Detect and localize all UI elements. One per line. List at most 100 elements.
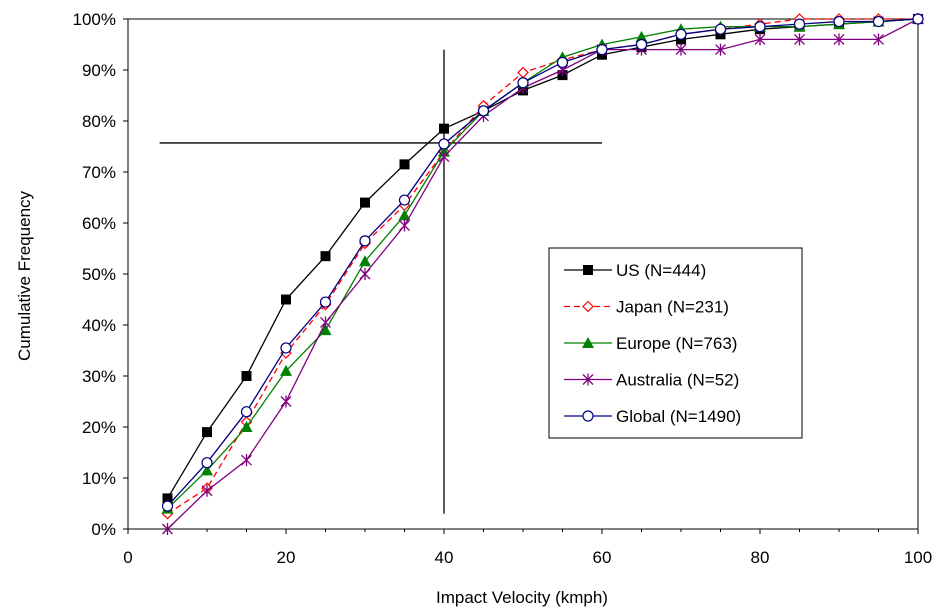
x-tick-label: 0 (123, 548, 132, 567)
data-point (675, 43, 687, 56)
data-point (281, 294, 291, 305)
legend: US (N=444) Japan (N=231) Europe (N=763) Aus… (548, 247, 803, 439)
legend-label: Australia (N=52) (616, 371, 739, 390)
data-point (359, 235, 371, 247)
series-line (167, 18, 919, 530)
y-tick-label: 10% (82, 469, 116, 488)
legend-item: Global (N=1490) (564, 407, 741, 426)
legend-label: US (N=444) (616, 261, 706, 280)
legend-item: Japan (N=231) (564, 298, 729, 317)
x-tick-label: 40 (435, 548, 454, 567)
data-point (794, 33, 805, 46)
data-point (477, 105, 490, 117)
data-point (280, 364, 292, 376)
legend-marker (582, 410, 594, 422)
data-point (280, 342, 292, 354)
data-point (202, 427, 212, 438)
data-point (320, 316, 331, 329)
data-point (241, 454, 252, 467)
series-5 (161, 13, 924, 512)
tick-labels: 0% 10% 20% 30% 40% 50% 60% 70% 80% 90% 100% 0 20 40 60… (73, 10, 933, 567)
y-tick-label: 40% (82, 316, 116, 335)
data-point (517, 77, 529, 89)
data-point (201, 464, 213, 476)
y-tick-label: 50% (82, 265, 116, 284)
data-point (714, 23, 727, 35)
data-point (556, 56, 569, 68)
legend-item: Australia (N=52) (564, 371, 739, 390)
data-point (635, 38, 648, 51)
data-point (635, 30, 648, 42)
legend-item: Europe (N=763) (564, 334, 737, 353)
data-point (241, 371, 252, 381)
data-point (715, 43, 726, 56)
series-group (161, 13, 924, 535)
series-4 (162, 13, 924, 535)
y-tick-label: 100% (73, 10, 116, 29)
data-point (399, 159, 410, 170)
data-point (439, 123, 449, 134)
data-point (320, 251, 331, 262)
x-tick-label: 100 (904, 548, 932, 567)
data-point (399, 219, 410, 232)
series-3 (161, 13, 924, 514)
legend-marker (582, 373, 594, 386)
data-point (319, 324, 332, 336)
series-line (166, 18, 919, 499)
legend-label: Global (N=1490) (616, 407, 741, 426)
data-point (240, 421, 253, 432)
data-point (754, 21, 766, 33)
data-point (912, 13, 924, 25)
legend-item: US (N=444) (564, 261, 706, 280)
data-point (517, 66, 529, 79)
data-point (359, 268, 371, 280)
y-tick-label: 30% (82, 367, 116, 386)
series-line (167, 18, 919, 507)
x-axis-label: Impact Velocity (kmph) (436, 588, 608, 607)
data-point (360, 197, 370, 208)
data-point (793, 18, 806, 30)
data-point (161, 500, 174, 512)
legend-marker (583, 265, 593, 275)
y-tick-label: 20% (82, 418, 116, 437)
series-line (167, 18, 919, 510)
data-point (438, 138, 450, 150)
data-point (872, 15, 885, 28)
data-point (675, 28, 687, 40)
data-point (201, 457, 213, 469)
data-point (833, 15, 845, 28)
data-point (280, 395, 292, 408)
x-tick-label: 20 (277, 548, 296, 567)
data-point (162, 493, 173, 504)
x-tick-label: 80 (751, 548, 770, 567)
y-tick-label: 70% (82, 163, 116, 182)
data-point (162, 523, 173, 535)
data-point (319, 296, 332, 308)
axes (123, 18, 919, 534)
y-axis-label: Cumulative Frequency (15, 190, 34, 361)
data-point (833, 33, 845, 46)
reference-lines (159, 49, 602, 514)
legend-label: Japan (N=231) (616, 298, 729, 317)
series-line (167, 18, 918, 515)
data-point (873, 33, 884, 46)
series-1 (162, 14, 923, 504)
y-tick-label: 80% (82, 112, 116, 131)
data-point (754, 33, 766, 46)
data-point (398, 209, 411, 221)
y-tick-label: 90% (82, 61, 116, 80)
y-tick-label: 0% (91, 520, 116, 539)
data-point (438, 150, 450, 163)
data-point (596, 43, 608, 56)
data-point (359, 255, 371, 267)
data-point (398, 194, 411, 206)
legend-label: Europe (N=763) (616, 334, 737, 353)
x-tick-label: 60 (593, 548, 612, 567)
y-tick-label: 60% (82, 214, 116, 233)
data-point (240, 406, 253, 418)
legend-marker (582, 337, 594, 348)
data-point (201, 484, 213, 497)
series-2 (161, 13, 924, 520)
legend-marker (582, 300, 594, 313)
